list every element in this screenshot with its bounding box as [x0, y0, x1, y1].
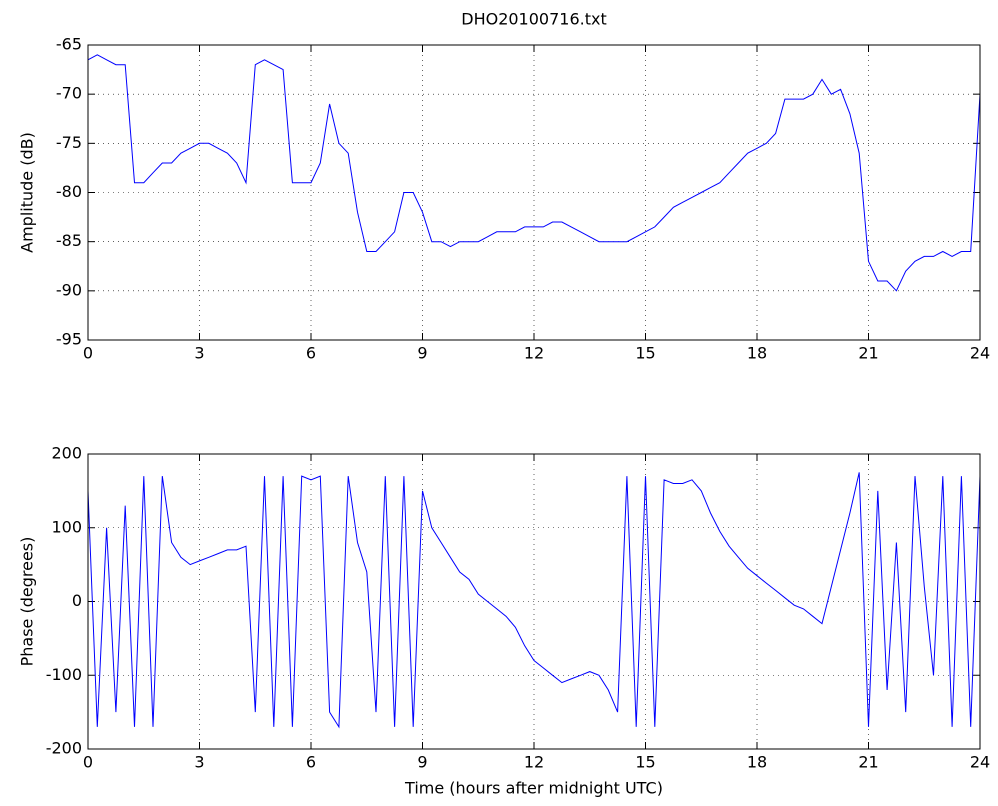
axes-frame: [87, 453, 981, 750]
x-tick-label: 9: [417, 344, 427, 363]
data-line: [87, 472, 981, 729]
y-axis-label: Phase (degrees): [18, 537, 37, 667]
y-tick-label: -70: [56, 84, 82, 103]
y-tick-label: -85: [56, 231, 82, 250]
y-tick-label: -80: [56, 182, 82, 201]
y-tick-label: -90: [56, 280, 82, 299]
y-axis-label: Amplitude (dB): [18, 132, 37, 253]
x-tick-label: 3: [194, 344, 204, 363]
y-tick-label: -95: [56, 330, 82, 349]
y-tick-label: 200: [51, 444, 82, 463]
x-tick-label: 15: [635, 344, 655, 363]
x-tick-label: 6: [306, 344, 316, 363]
y-tick-label: -65: [56, 35, 82, 54]
x-tick-label: 24: [970, 344, 990, 363]
x-tick-label: 15: [635, 753, 655, 772]
x-tick-label: 0: [83, 753, 93, 772]
x-tick-label: 12: [524, 344, 544, 363]
x-tick-label: 3: [194, 753, 204, 772]
x-tick-label: 12: [524, 753, 544, 772]
x-tick-label: 18: [747, 344, 767, 363]
data-line: [87, 54, 981, 292]
y-tick-label: -75: [56, 133, 82, 152]
x-tick-label: 24: [970, 753, 990, 772]
x-tick-label: 21: [858, 753, 878, 772]
x-tick-label: 18: [747, 753, 767, 772]
chart-title: DHO20100716.txt: [461, 10, 606, 29]
y-tick-label: 100: [51, 517, 82, 536]
y-tick-label: -200: [46, 739, 82, 758]
x-tick-label: 21: [858, 344, 878, 363]
y-tick-label: 0: [72, 591, 82, 610]
x-tick-label: 6: [306, 753, 316, 772]
x-tick-label: 9: [417, 753, 427, 772]
axes-frame: [87, 44, 981, 341]
y-tick-label: -100: [46, 665, 82, 684]
x-axis-label: Time (hours after midnight UTC): [404, 779, 663, 798]
x-tick-label: 0: [83, 344, 93, 363]
